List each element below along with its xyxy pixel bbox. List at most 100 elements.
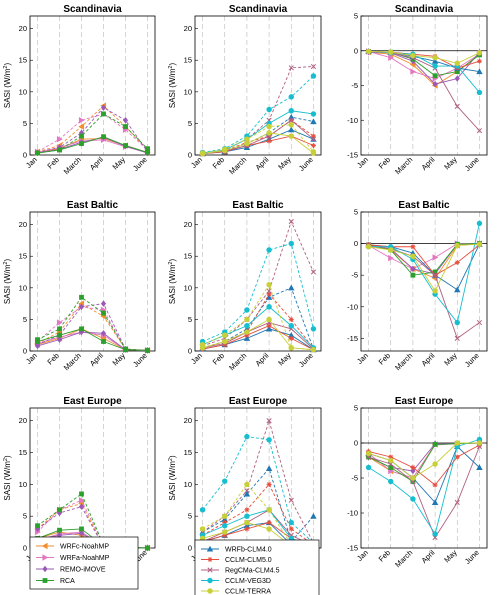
data-point <box>78 117 85 124</box>
x-tick-label: June <box>463 548 481 566</box>
data-point <box>454 75 460 82</box>
data-point <box>288 65 294 71</box>
y-tick-label: 15 <box>19 252 27 261</box>
data-point <box>431 57 439 64</box>
data-point <box>78 530 85 537</box>
panel-title: East Europe <box>63 396 122 407</box>
data-point <box>388 247 394 253</box>
series <box>365 440 483 481</box>
y-tick-label: 5 <box>354 12 358 21</box>
data-point <box>432 442 438 447</box>
axes-frame <box>360 15 488 156</box>
series-line-dashed <box>202 293 314 349</box>
x-tick-label: Feb <box>45 155 61 171</box>
data-point <box>410 56 416 62</box>
data-point <box>288 94 294 100</box>
data-point <box>432 482 438 488</box>
data-point <box>222 519 228 526</box>
data-point <box>432 63 438 69</box>
legend-marker <box>206 545 214 552</box>
series-line <box>368 50 480 131</box>
series-line-dashed <box>202 436 314 544</box>
data-point <box>222 529 228 535</box>
data-point <box>101 111 106 117</box>
data-point <box>410 475 416 481</box>
data-point <box>266 138 272 144</box>
data-point <box>288 332 295 338</box>
series <box>199 121 317 157</box>
data-point <box>244 332 250 338</box>
y-tick-label: 20 <box>19 220 27 229</box>
data-point <box>266 123 272 130</box>
data-point <box>244 307 250 313</box>
y-tick-label: 0 <box>354 239 358 248</box>
data-point <box>410 496 416 502</box>
axes-frame <box>194 211 322 352</box>
series-line <box>202 328 314 351</box>
data-point <box>79 491 84 497</box>
axes-frame <box>360 211 488 352</box>
series <box>365 48 483 66</box>
data-point <box>410 68 417 75</box>
x-tick-label: March <box>393 351 414 372</box>
data-point <box>410 464 416 471</box>
data-point <box>244 481 250 488</box>
series <box>199 63 317 157</box>
data-point <box>100 104 107 111</box>
data-point <box>222 332 228 338</box>
data-point <box>78 303 85 310</box>
legend-marker <box>207 556 213 563</box>
y-tick-label: 5 <box>354 404 358 413</box>
data-point <box>199 526 206 532</box>
data-point <box>476 50 483 56</box>
y-tick-label: 10 <box>19 283 27 292</box>
x-tick-label: Feb <box>377 155 393 171</box>
data-point <box>122 117 129 124</box>
y-tick-label: 0 <box>188 347 192 356</box>
data-point <box>432 73 438 79</box>
data-point <box>410 272 416 278</box>
data-point <box>56 319 63 326</box>
data-point <box>244 519 250 526</box>
data-point <box>365 244 372 250</box>
data-point <box>79 133 84 139</box>
series-line <box>368 444 480 486</box>
y-tick-label: 5 <box>188 119 192 128</box>
x-tick-label: June <box>131 155 149 173</box>
panel-title: Scandinavia <box>395 4 454 15</box>
data-point <box>410 52 416 59</box>
series <box>199 218 317 352</box>
data-point <box>57 507 62 513</box>
series-line <box>368 50 480 64</box>
data-point <box>310 63 317 70</box>
data-point <box>431 499 439 506</box>
data-point <box>244 136 250 142</box>
data-point <box>476 440 483 446</box>
y-tick-label: 20 <box>19 416 27 425</box>
y-tick-label: 0 <box>354 439 358 448</box>
data-point <box>145 545 150 551</box>
series <box>34 303 151 354</box>
x-tick-label: May <box>111 155 128 172</box>
x-tick-label: June <box>297 155 315 173</box>
y-tick-label: 5 <box>23 512 27 521</box>
data-point <box>265 294 273 300</box>
x-tick-label: March <box>227 351 248 372</box>
x-tick-label: June <box>131 351 149 369</box>
x-tick-label: March <box>393 548 414 569</box>
series <box>34 104 151 157</box>
data-point <box>454 69 460 74</box>
data-point <box>288 284 295 291</box>
data-point <box>221 516 228 522</box>
data-point <box>288 519 294 526</box>
legend-marker <box>42 554 49 561</box>
y-tick-label: 15 <box>184 56 192 65</box>
data-point <box>288 126 295 133</box>
y-tick-label: 10 <box>19 87 27 96</box>
data-point <box>222 338 228 345</box>
data-point <box>243 335 251 341</box>
data-point <box>101 339 106 344</box>
data-point <box>310 118 317 125</box>
data-point <box>388 465 394 470</box>
series-line <box>37 328 148 351</box>
